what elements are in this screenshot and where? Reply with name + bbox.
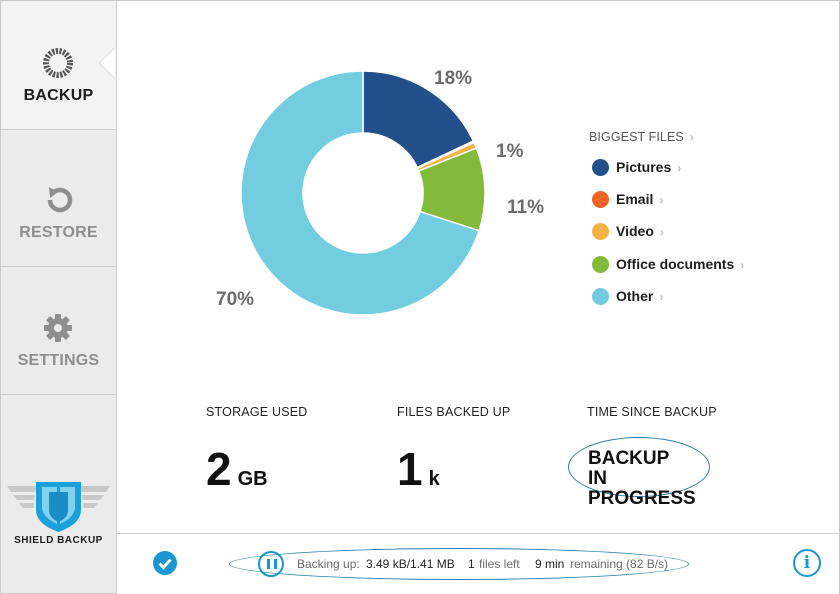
storage-used-value: 2 GB <box>206 443 268 495</box>
legend-item-label: Email › <box>616 191 664 207</box>
time-remaining-label: remaining (82 B/s) <box>570 557 669 571</box>
chevron-right-icon: › <box>659 290 664 304</box>
check-icon <box>153 551 177 575</box>
chevron-right-icon: › <box>659 225 664 239</box>
backing-up-label: Backing up: <box>297 557 360 571</box>
backup-progress-icon <box>43 48 73 78</box>
slice-label-office: 11% <box>507 197 544 218</box>
pause-button[interactable] <box>258 551 284 577</box>
chevron-right-icon: › <box>740 258 745 272</box>
files-left-value: 1 <box>468 557 475 571</box>
sidebar: BACKUP RESTORE SETTINGS <box>1 1 117 593</box>
info-icon[interactable]: i <box>793 549 821 577</box>
gear-icon <box>44 314 72 342</box>
legend-color-dot <box>592 256 609 273</box>
slice-label-pictures: 18% <box>434 68 473 89</box>
backup-in-progress-status: BACKUP IN PROGRESS <box>568 437 710 509</box>
nav-restore-label: RESTORE <box>19 224 98 241</box>
nav-backup-label: BACKUP <box>23 87 94 104</box>
nav-settings-label: SETTINGS <box>17 352 100 369</box>
legend-item-label: Office documents › <box>616 256 745 272</box>
shield-backup-logo: SHIELD BACKUP <box>1 476 116 576</box>
slice-label-other: 70% <box>216 289 255 310</box>
legend-item-label: Video › <box>616 223 664 239</box>
chevron-right-icon: › <box>659 193 664 207</box>
logo-text: SHIELD BACKUP <box>14 535 103 546</box>
chevron-right-icon: › <box>689 130 694 144</box>
legend-color-dot <box>592 288 609 305</box>
nav-settings[interactable]: SETTINGS <box>1 266 116 395</box>
backup-progress-value: 3.49 kB/1.41 MB <box>366 557 455 571</box>
backup-progress-pill <box>229 548 689 580</box>
legend-color-dot <box>592 191 609 208</box>
chevron-right-icon: › <box>677 161 682 175</box>
legend-title[interactable]: BIGGEST FILES › <box>589 130 694 144</box>
time-remaining-value: 9 min <box>535 557 565 571</box>
nav-restore[interactable]: RESTORE <box>1 138 116 267</box>
legend-color-dot <box>592 159 609 176</box>
shield-logo-icon <box>7 482 110 532</box>
files-backed-up-label: FILES BACKED UP <box>397 405 511 419</box>
legend-item-label: Other › <box>616 288 664 304</box>
donut-slice-other <box>240 70 480 316</box>
time-since-backup-label: TIME SINCE BACKUP <box>587 405 717 419</box>
nav-pointer <box>100 48 115 78</box>
restore-icon <box>47 187 73 213</box>
legend-color-dot <box>592 223 609 240</box>
legend-item-label: Pictures › <box>616 159 682 175</box>
donut-chart <box>240 70 486 316</box>
files-left-label: files left <box>479 557 520 571</box>
slice-label-video: 1% <box>496 141 524 162</box>
nav-backup[interactable]: BACKUP <box>1 1 116 130</box>
storage-used-label: STORAGE USED <box>206 405 308 419</box>
